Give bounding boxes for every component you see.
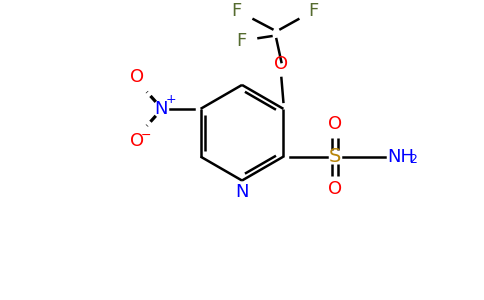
Text: −: − — [140, 129, 151, 142]
Text: O: O — [328, 181, 342, 199]
Text: O: O — [130, 132, 144, 150]
Text: F: F — [231, 2, 242, 20]
Text: O: O — [328, 115, 342, 133]
Text: NH: NH — [387, 148, 414, 166]
Text: O: O — [274, 55, 288, 73]
Text: 2: 2 — [409, 153, 417, 166]
Text: N: N — [154, 100, 167, 118]
Text: F: F — [237, 32, 247, 50]
Text: O: O — [130, 68, 144, 86]
Text: S: S — [329, 147, 341, 166]
Text: N: N — [235, 182, 249, 200]
Text: F: F — [308, 2, 318, 20]
Text: +: + — [166, 93, 176, 106]
